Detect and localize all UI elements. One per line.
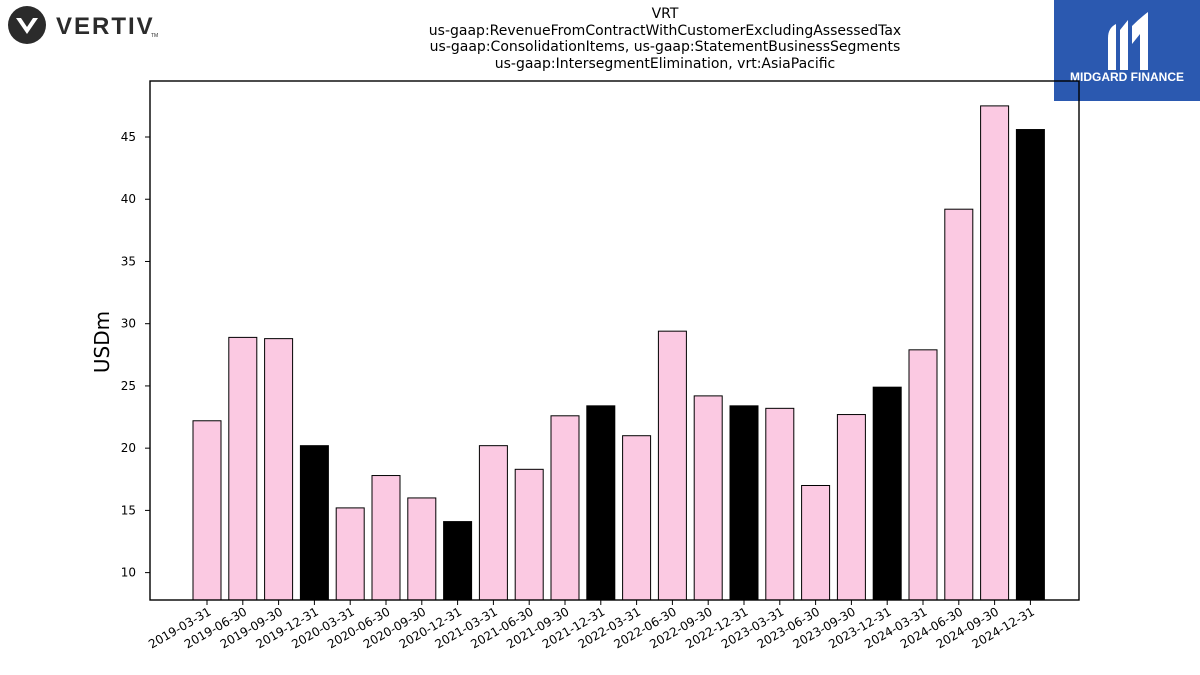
chart-title-line-3: us-gaap:ConsolidationItems, us-gaap:Stat… bbox=[429, 39, 901, 55]
vertiv-logo-tm: TM bbox=[151, 33, 158, 39]
bars-group bbox=[192, 105, 1045, 601]
bar-2021-06-30 bbox=[514, 468, 544, 601]
vertiv-logo-icon bbox=[8, 6, 46, 44]
y-tick-label-25: 25 bbox=[121, 379, 136, 393]
bar-2024-09-30 bbox=[980, 105, 1010, 601]
vertiv-logo: VERTIV TM bbox=[8, 6, 158, 44]
bar-2023-09-30 bbox=[836, 414, 866, 601]
bar-2021-03-31 bbox=[478, 445, 508, 601]
bar-2020-09-30 bbox=[407, 497, 437, 601]
bar-2023-03-31 bbox=[765, 407, 795, 601]
bar-2019-12-31 bbox=[299, 445, 329, 601]
y-tick-label-30: 30 bbox=[121, 317, 136, 331]
bar-2022-06-30 bbox=[657, 330, 687, 601]
y-tick-label-20: 20 bbox=[121, 441, 136, 455]
bar-2021-12-31 bbox=[586, 405, 616, 601]
bar-2020-06-30 bbox=[371, 475, 401, 601]
bar-2022-09-30 bbox=[693, 395, 723, 601]
y-axis: 10 15 20 25 30 35 40 45 bbox=[121, 130, 150, 580]
bar-2022-03-31 bbox=[622, 435, 652, 601]
midgard-logo-text: MIDGARD FINANCE bbox=[1070, 70, 1184, 84]
midgard-logo-icon bbox=[1108, 12, 1148, 70]
bar-2024-06-30 bbox=[944, 208, 974, 601]
chart-title-line-4: us-gaap:IntersegmentElimination, vrt:Asi… bbox=[494, 55, 836, 72]
y-tick-label-35: 35 bbox=[121, 254, 136, 268]
bar-2020-03-31 bbox=[335, 507, 365, 601]
bar-2019-06-30 bbox=[228, 336, 258, 601]
bar-2021-09-30 bbox=[550, 415, 580, 601]
chart-title-line-1: VRT bbox=[651, 6, 679, 22]
x-axis: 2019-03-312019-06-302019-09-302019-12-31… bbox=[146, 600, 1037, 651]
bar-2022-12-31 bbox=[729, 405, 759, 601]
bar-2020-12-31 bbox=[443, 521, 473, 601]
bar-2019-09-30 bbox=[264, 338, 294, 601]
y-tick-label-15: 15 bbox=[121, 503, 136, 517]
y-tick-label-45: 45 bbox=[121, 130, 136, 144]
vertiv-logo-text: VERTIV bbox=[56, 13, 155, 40]
chart-title: VRT us-gaap:RevenueFromContractWithCusto… bbox=[300, 6, 1030, 72]
chart-title-line-2: us-gaap:RevenueFromContractWithCustomerE… bbox=[428, 22, 902, 39]
y-axis-label: USDm bbox=[90, 311, 114, 373]
bar-2024-12-31 bbox=[1015, 129, 1045, 601]
y-tick-label-40: 40 bbox=[121, 192, 136, 206]
bar-2023-12-31 bbox=[872, 386, 902, 601]
bar-2019-03-31 bbox=[192, 420, 222, 601]
plot-frame bbox=[149, 80, 1080, 601]
y-tick-label-10: 10 bbox=[121, 566, 136, 580]
bar-2023-06-30 bbox=[801, 484, 831, 601]
bar-2024-03-31 bbox=[908, 349, 938, 601]
